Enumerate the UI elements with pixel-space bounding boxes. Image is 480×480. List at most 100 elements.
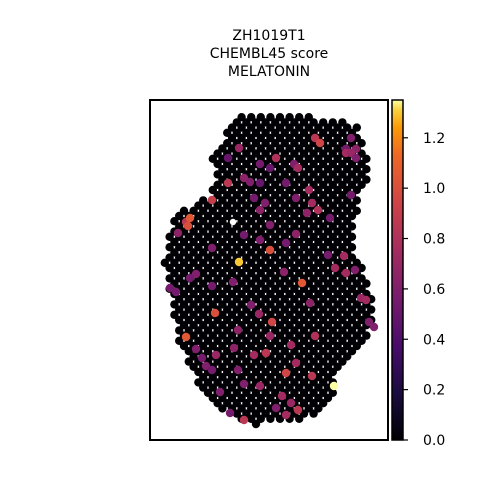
spot-scored xyxy=(293,405,303,415)
spot-scored xyxy=(255,205,265,215)
spot-scored xyxy=(255,381,265,391)
spot-scored xyxy=(210,308,220,318)
spot-scored xyxy=(261,348,271,358)
spot-scored xyxy=(281,238,291,248)
spot-scored xyxy=(271,153,281,163)
spot-scored xyxy=(341,268,351,278)
chart-title-line-2: CHEMBL45 score xyxy=(209,46,329,62)
spot-scored xyxy=(233,325,243,335)
spot-scored xyxy=(291,229,301,239)
spot-scored xyxy=(361,295,371,305)
spot-zero xyxy=(275,414,285,423)
colorbar xyxy=(391,99,404,441)
spot-layer xyxy=(160,113,379,429)
spot-scored xyxy=(233,365,243,375)
spot-scored xyxy=(325,213,335,223)
spot-scored xyxy=(279,267,289,277)
spot-scored xyxy=(191,269,201,279)
spot-scored xyxy=(350,265,360,275)
spot-scored xyxy=(249,350,259,360)
colorbar-axis: 0.0 0.2 0.4 0.6 0.8 1.0 1.2 xyxy=(403,131,445,449)
spot-scored xyxy=(339,251,349,261)
plot-frame xyxy=(149,99,389,441)
spot-scored xyxy=(265,220,275,230)
spot-scored xyxy=(165,283,175,293)
colorbar-tick-label: 1.0 xyxy=(423,181,445,197)
spot-scored xyxy=(185,273,195,283)
spot-missing xyxy=(229,218,237,226)
spot-scored xyxy=(239,415,249,425)
spot-scored xyxy=(310,331,320,341)
spot-zero xyxy=(295,414,304,423)
spot-scored xyxy=(239,173,249,183)
spot-scored xyxy=(207,281,217,291)
spot-zero xyxy=(309,409,318,418)
spot-scored xyxy=(171,287,181,297)
spot-scored xyxy=(255,159,265,169)
spot-scored xyxy=(215,387,225,397)
spot-zero xyxy=(266,414,275,423)
spot-scored xyxy=(291,193,301,203)
spot-scored xyxy=(183,221,193,231)
spot-scored xyxy=(234,257,244,267)
spot-scored xyxy=(260,198,270,208)
spot-scored xyxy=(351,153,361,163)
spot-scored xyxy=(346,133,356,143)
spot-scored xyxy=(277,391,287,401)
spot-scored xyxy=(207,195,217,205)
colorbar-tick-label: 1.2 xyxy=(423,131,445,147)
spot-scored xyxy=(225,408,235,418)
colorbar-tick-label: 0.4 xyxy=(423,332,445,348)
spot-scored xyxy=(346,190,356,200)
spot-scored xyxy=(281,410,291,420)
spot-scored xyxy=(293,163,303,173)
spot-scored xyxy=(234,143,244,153)
spot-scored xyxy=(313,205,323,215)
spot-scored xyxy=(267,317,277,327)
spot-scored xyxy=(191,344,201,354)
spot-scored xyxy=(239,379,249,389)
spot-scored xyxy=(330,263,340,273)
spot-scored xyxy=(304,185,314,195)
chart-title-line-1: ZH1019T1 xyxy=(232,28,306,44)
chart-title-line-3: MELATONIN xyxy=(227,64,311,80)
colorbar-tick-label: 0.0 xyxy=(423,433,445,449)
spot-scored xyxy=(265,163,275,173)
spot-zero xyxy=(251,419,261,429)
spot-scored xyxy=(329,381,339,391)
spot-scored xyxy=(239,230,249,240)
spot-scored xyxy=(271,403,281,413)
spot-scored xyxy=(181,332,191,342)
spot-scored xyxy=(265,331,275,341)
chart-title: ZH1019T1 CHEMBL45 score MELATONIN xyxy=(150,27,388,81)
colorbar-tick-label: 0.6 xyxy=(423,282,445,298)
colorbar-tick-label: 0.2 xyxy=(423,383,445,399)
spot-scored xyxy=(286,340,296,350)
spot-scored xyxy=(315,138,325,148)
spot-scored xyxy=(265,245,275,255)
spot-scored xyxy=(307,371,317,381)
spot-scored xyxy=(249,193,259,203)
spot-scored xyxy=(307,198,317,208)
colorbar-tick-label: 0.8 xyxy=(423,232,445,248)
spot-scored xyxy=(302,208,312,218)
spot-scored xyxy=(173,228,183,238)
spot-scored xyxy=(323,250,333,260)
spot-scored xyxy=(228,277,238,287)
spot-scored xyxy=(305,298,315,308)
spot-scored xyxy=(223,178,233,188)
spot-scored xyxy=(255,178,265,188)
spot-scored xyxy=(201,361,211,371)
spot-scored xyxy=(246,300,256,310)
spot-zero xyxy=(218,404,227,413)
spot-scored xyxy=(254,309,264,319)
spot-scored xyxy=(207,365,217,375)
spot-scored xyxy=(255,235,265,245)
spot-scored xyxy=(197,353,207,363)
spot-scored xyxy=(297,278,307,288)
spot-scored xyxy=(286,398,296,408)
spot-scored xyxy=(211,350,221,360)
spot-scored xyxy=(281,368,291,378)
spot-scored xyxy=(369,322,379,332)
